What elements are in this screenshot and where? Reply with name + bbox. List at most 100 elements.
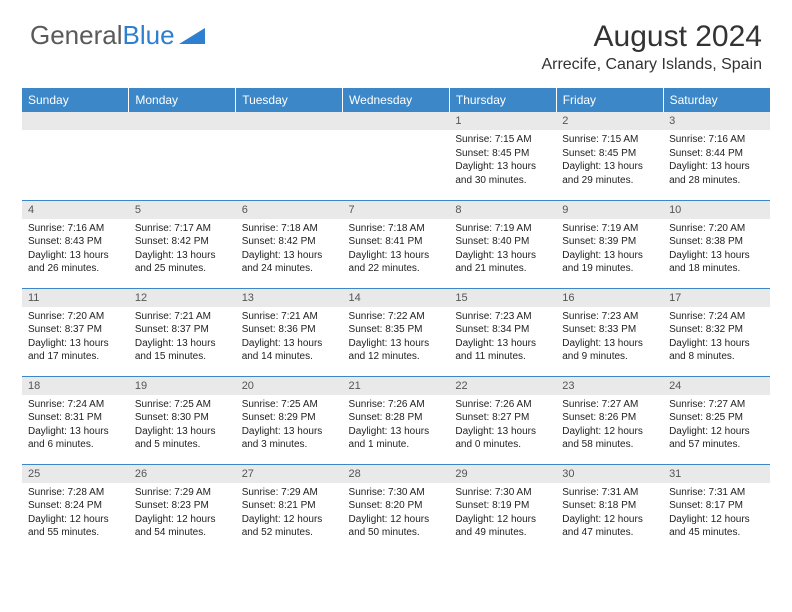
day-number: 27 — [236, 465, 343, 483]
day-number: 16 — [556, 289, 663, 307]
day-line: Sunset: 8:39 PM — [562, 235, 657, 249]
day-content: Sunrise: 7:29 AMSunset: 8:23 PMDaylight:… — [129, 483, 236, 542]
day-content: Sunrise: 7:23 AMSunset: 8:34 PMDaylight:… — [449, 307, 556, 366]
day-line: Daylight: 13 hours — [242, 425, 337, 439]
day-line: Sunrise: 7:18 AM — [242, 222, 337, 236]
day-line: Sunrise: 7:25 AM — [242, 398, 337, 412]
day-content: Sunrise: 7:21 AMSunset: 8:36 PMDaylight:… — [236, 307, 343, 366]
calendar-day-cell: 22Sunrise: 7:26 AMSunset: 8:27 PMDayligh… — [449, 376, 556, 464]
day-line: Sunset: 8:31 PM — [28, 411, 123, 425]
day-line: Sunset: 8:30 PM — [135, 411, 230, 425]
day-line: Daylight: 12 hours — [28, 513, 123, 527]
day-content: Sunrise: 7:31 AMSunset: 8:17 PMDaylight:… — [663, 483, 770, 542]
day-line: Sunset: 8:45 PM — [455, 147, 550, 161]
logo-text-blue: Blue — [123, 20, 175, 51]
day-line: Sunrise: 7:20 AM — [669, 222, 764, 236]
calendar-day-cell: 28Sunrise: 7:30 AMSunset: 8:20 PMDayligh… — [343, 464, 450, 552]
day-line: Sunset: 8:36 PM — [242, 323, 337, 337]
day-number: 21 — [343, 377, 450, 395]
calendar-day-cell: 2Sunrise: 7:15 AMSunset: 8:45 PMDaylight… — [556, 112, 663, 200]
day-line: Sunrise: 7:16 AM — [669, 133, 764, 147]
header: GeneralBlue August 2024 Arrecife, Canary… — [0, 0, 792, 82]
day-content: Sunrise: 7:21 AMSunset: 8:37 PMDaylight:… — [129, 307, 236, 366]
day-content: Sunrise: 7:28 AMSunset: 8:24 PMDaylight:… — [22, 483, 129, 542]
day-line: Sunset: 8:21 PM — [242, 499, 337, 513]
day-line: and 15 minutes. — [135, 350, 230, 364]
day-line: Sunrise: 7:18 AM — [349, 222, 444, 236]
day-line: Daylight: 13 hours — [562, 160, 657, 174]
day-line: Daylight: 13 hours — [562, 249, 657, 263]
day-number: 31 — [663, 465, 770, 483]
day-line: and 26 minutes. — [28, 262, 123, 276]
day-content: Sunrise: 7:15 AMSunset: 8:45 PMDaylight:… — [449, 130, 556, 189]
day-line: and 25 minutes. — [135, 262, 230, 276]
calendar-day-cell: 5Sunrise: 7:17 AMSunset: 8:42 PMDaylight… — [129, 200, 236, 288]
calendar-day-cell: 14Sunrise: 7:22 AMSunset: 8:35 PMDayligh… — [343, 288, 450, 376]
calendar-day-cell: 8Sunrise: 7:19 AMSunset: 8:40 PMDaylight… — [449, 200, 556, 288]
day-line: Sunrise: 7:20 AM — [28, 310, 123, 324]
day-line: Daylight: 13 hours — [669, 160, 764, 174]
day-number — [129, 112, 236, 130]
day-content: Sunrise: 7:26 AMSunset: 8:27 PMDaylight:… — [449, 395, 556, 454]
weekday-header: Saturday — [663, 88, 770, 112]
calendar-day-cell: 10Sunrise: 7:20 AMSunset: 8:38 PMDayligh… — [663, 200, 770, 288]
calendar-day-cell: 27Sunrise: 7:29 AMSunset: 8:21 PMDayligh… — [236, 464, 343, 552]
day-number: 9 — [556, 201, 663, 219]
calendar-day-cell — [129, 112, 236, 200]
calendar-week-row: 11Sunrise: 7:20 AMSunset: 8:37 PMDayligh… — [22, 288, 770, 376]
day-line: Sunrise: 7:31 AM — [669, 486, 764, 500]
day-content: Sunrise: 7:25 AMSunset: 8:30 PMDaylight:… — [129, 395, 236, 454]
calendar-day-cell: 9Sunrise: 7:19 AMSunset: 8:39 PMDaylight… — [556, 200, 663, 288]
day-line: and 24 minutes. — [242, 262, 337, 276]
day-line: Sunrise: 7:19 AM — [455, 222, 550, 236]
day-line: and 52 minutes. — [242, 526, 337, 540]
calendar-week-row: 18Sunrise: 7:24 AMSunset: 8:31 PMDayligh… — [22, 376, 770, 464]
day-line: Sunset: 8:24 PM — [28, 499, 123, 513]
calendar-day-cell: 29Sunrise: 7:30 AMSunset: 8:19 PMDayligh… — [449, 464, 556, 552]
calendar-body: 1Sunrise: 7:15 AMSunset: 8:45 PMDaylight… — [22, 112, 770, 552]
calendar-day-cell — [236, 112, 343, 200]
weekday-header: Friday — [556, 88, 663, 112]
day-line: Daylight: 13 hours — [349, 425, 444, 439]
day-content: Sunrise: 7:20 AMSunset: 8:37 PMDaylight:… — [22, 307, 129, 366]
day-line: and 5 minutes. — [135, 438, 230, 452]
calendar-day-cell: 11Sunrise: 7:20 AMSunset: 8:37 PMDayligh… — [22, 288, 129, 376]
day-line: Sunset: 8:17 PM — [669, 499, 764, 513]
day-line: and 50 minutes. — [349, 526, 444, 540]
day-line: Sunset: 8:34 PM — [455, 323, 550, 337]
day-line: Sunrise: 7:31 AM — [562, 486, 657, 500]
day-line: and 12 minutes. — [349, 350, 444, 364]
calendar-day-cell: 16Sunrise: 7:23 AMSunset: 8:33 PMDayligh… — [556, 288, 663, 376]
day-line: and 55 minutes. — [28, 526, 123, 540]
day-number: 7 — [343, 201, 450, 219]
day-line: Sunset: 8:38 PM — [669, 235, 764, 249]
day-line: Sunset: 8:25 PM — [669, 411, 764, 425]
day-number: 1 — [449, 112, 556, 130]
day-line: and 30 minutes. — [455, 174, 550, 188]
calendar-day-cell: 6Sunrise: 7:18 AMSunset: 8:42 PMDaylight… — [236, 200, 343, 288]
day-line: Sunset: 8:29 PM — [242, 411, 337, 425]
day-line: Sunset: 8:45 PM — [562, 147, 657, 161]
calendar-day-cell: 7Sunrise: 7:18 AMSunset: 8:41 PMDaylight… — [343, 200, 450, 288]
day-line: and 18 minutes. — [669, 262, 764, 276]
calendar-day-cell: 24Sunrise: 7:27 AMSunset: 8:25 PMDayligh… — [663, 376, 770, 464]
day-line: and 22 minutes. — [349, 262, 444, 276]
day-line: and 1 minute. — [349, 438, 444, 452]
calendar-day-cell: 13Sunrise: 7:21 AMSunset: 8:36 PMDayligh… — [236, 288, 343, 376]
day-content: Sunrise: 7:29 AMSunset: 8:21 PMDaylight:… — [236, 483, 343, 542]
day-line: and 11 minutes. — [455, 350, 550, 364]
logo-triangle-icon — [179, 26, 205, 46]
day-line: Daylight: 13 hours — [562, 337, 657, 351]
day-line: Daylight: 13 hours — [349, 337, 444, 351]
day-number: 19 — [129, 377, 236, 395]
day-line: Sunset: 8:18 PM — [562, 499, 657, 513]
day-number — [22, 112, 129, 130]
day-number: 6 — [236, 201, 343, 219]
day-line: Sunset: 8:43 PM — [28, 235, 123, 249]
day-line: Sunset: 8:26 PM — [562, 411, 657, 425]
calendar-day-cell: 25Sunrise: 7:28 AMSunset: 8:24 PMDayligh… — [22, 464, 129, 552]
day-number: 20 — [236, 377, 343, 395]
weekday-header: Sunday — [22, 88, 129, 112]
weekday-header: Monday — [129, 88, 236, 112]
day-line: and 14 minutes. — [242, 350, 337, 364]
